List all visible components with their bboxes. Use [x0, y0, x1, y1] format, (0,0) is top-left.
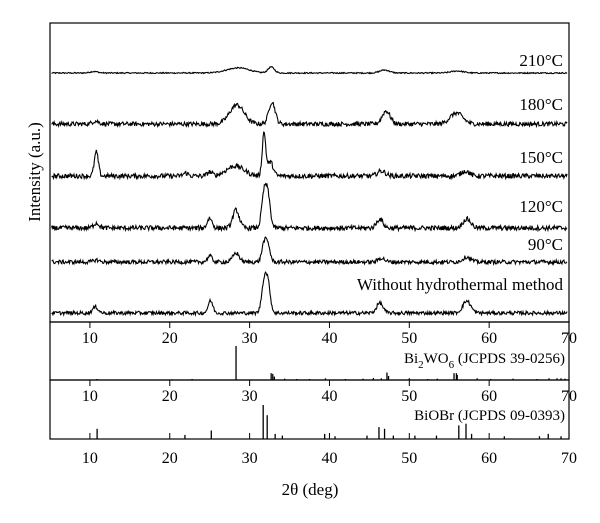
x-tick-label-bottom: 10 — [82, 450, 98, 467]
x-tick-label-bottom: 20 — [162, 450, 178, 467]
series-labels: 210°C 180°C 150°C 120°C 90°C Without hydrothe… — [357, 51, 564, 294]
x-tick-label-bottom: 30 — [242, 450, 258, 467]
x-tick-label-panel-1: 10 — [82, 330, 98, 347]
bi2wo6-reference-label: Bi2WO6 (JCPDS 39-0256) — [404, 351, 565, 371]
series-label-6: Without hydrothermal method — [357, 275, 564, 294]
x-tick-label-panel-2: 70 — [561, 388, 577, 405]
x-tick-label-panel-1: 70 — [561, 330, 577, 347]
reference-panel-2-frame — [49, 379, 570, 440]
diffraction-curve-2 — [51, 101, 568, 129]
x-tick-label-panel-1: 30 — [242, 330, 258, 347]
x-tick-label-panel-1: 40 — [321, 330, 337, 347]
biobr-reference-label: BiOBr (JCPDS 09-0393) — [414, 408, 565, 424]
series-label-4: 120°C — [519, 197, 563, 216]
x-tick-label-panel-1: 50 — [401, 330, 417, 347]
x-tick-label-bottom: 50 — [401, 450, 417, 467]
series-label-1: 210°C — [519, 51, 563, 70]
x-tick-label-panel-2: 50 — [401, 388, 417, 405]
series-label-5: 90°C — [528, 235, 563, 254]
x-tick-label-panel-2: 40 — [321, 388, 337, 405]
series-label-3: 150°C — [519, 148, 563, 167]
diffraction-curve-5 — [51, 236, 568, 267]
x-tick-label-panel-2: 10 — [82, 388, 98, 405]
x-tick-label-panel-1: 60 — [481, 330, 497, 347]
x-axis-ticks: 10 10 10 20 20 20 30 30 30 40 40 40 50 50 50 60 60 60 70 70… — [82, 322, 577, 467]
y-axis-title: Intensity (a.u.) — [25, 122, 44, 222]
diffraction-curve-3 — [51, 131, 568, 181]
diffraction-curves — [51, 65, 568, 317]
biobr-reference-panel: BiOBr (JCPDS 09-0393) — [49, 379, 570, 440]
x-tick-label-panel-2: 30 — [242, 388, 258, 405]
diffraction-curve-1 — [51, 65, 568, 75]
diffraction-curve-4 — [51, 182, 568, 233]
x-tick-label-bottom: 70 — [561, 450, 577, 467]
x-tick-label-panel-2: 20 — [162, 388, 178, 405]
x-tick-label-bottom: 60 — [481, 450, 497, 467]
diffraction-panel: 210°C 180°C 150°C 120°C 90°C Without hydrothe… — [49, 22, 570, 323]
x-tick-label-panel-2: 60 — [481, 388, 497, 405]
x-tick-label-panel-1: 20 — [162, 330, 178, 347]
series-label-2: 180°C — [519, 95, 563, 114]
diffraction-curve-6 — [51, 270, 568, 317]
x-axis-title: 2θ (deg) — [282, 480, 339, 499]
x-tick-label-bottom: 40 — [321, 450, 337, 467]
biobr-reference-sticks — [96, 405, 562, 439]
bi2wo6-reference-panel: Bi2WO6 (JCPDS 39-0256) — [49, 321, 570, 381]
